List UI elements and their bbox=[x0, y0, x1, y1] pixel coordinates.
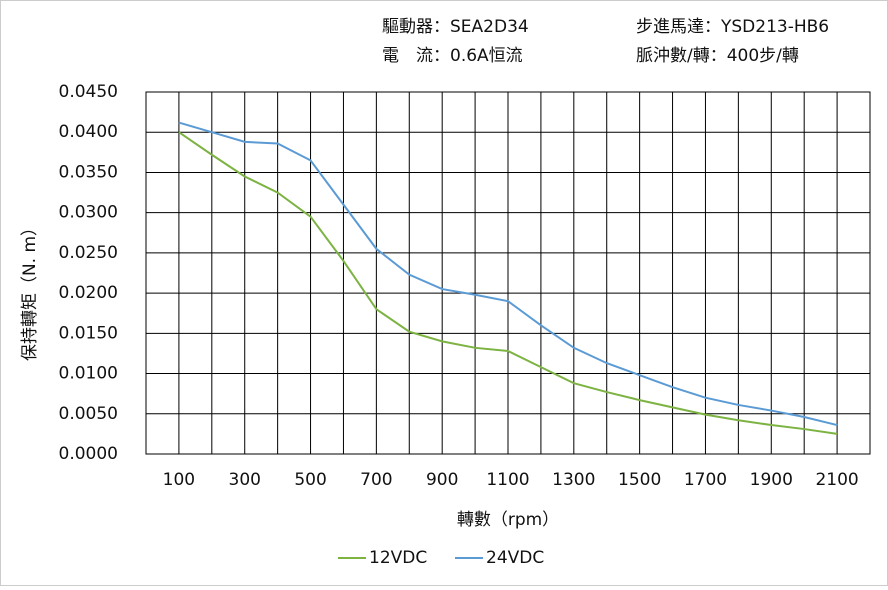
y-tick-label: 0.0250 bbox=[59, 243, 118, 263]
annotation: 驅動器：SEA2D34 bbox=[382, 17, 529, 37]
x-tick-label: 1500 bbox=[618, 470, 661, 490]
x-tick-label: 700 bbox=[360, 470, 392, 490]
legend-label: 24VDC bbox=[486, 548, 544, 568]
x-tick-label: 900 bbox=[426, 470, 458, 490]
x-tick-label: 500 bbox=[294, 470, 326, 490]
y-tick-label: 0.0100 bbox=[59, 364, 118, 384]
x-tick-label: 1300 bbox=[552, 470, 595, 490]
y-tick-label: 0.0300 bbox=[59, 203, 118, 223]
y-tick-label: 0.0450 bbox=[59, 82, 118, 102]
series-line bbox=[178, 131, 838, 435]
y-tick-label: 0.0400 bbox=[59, 122, 118, 142]
y-tick-label: 0.0050 bbox=[59, 404, 118, 424]
y-tick-label: 0.0350 bbox=[59, 162, 118, 182]
plot-border bbox=[145, 91, 871, 455]
x-tick-label: 1700 bbox=[684, 470, 727, 490]
y-tick-label: 0.0200 bbox=[59, 283, 118, 303]
x-axis-label: 轉數（rpm） bbox=[457, 510, 559, 530]
x-tick-label: 1100 bbox=[486, 470, 529, 490]
annotation: 步進馬達：YSD213-HB6 bbox=[636, 17, 829, 37]
x-tick-label: 1900 bbox=[750, 470, 793, 490]
x-tick-label: 300 bbox=[229, 470, 261, 490]
annotation: 脈沖數/轉：400步/轉 bbox=[636, 46, 799, 66]
series-line bbox=[178, 121, 838, 427]
annotation: 電 流：0.6A恒流 bbox=[382, 46, 523, 66]
x-tick-label: 2100 bbox=[815, 470, 858, 490]
y-tick-label: 0.0150 bbox=[59, 323, 118, 343]
x-tick-label: 100 bbox=[163, 470, 195, 490]
y-tick-label: 0.0000 bbox=[59, 444, 118, 464]
y-axis-label: 保持轉矩（N. m） bbox=[20, 219, 40, 361]
legend-label: 12VDC bbox=[369, 548, 427, 568]
